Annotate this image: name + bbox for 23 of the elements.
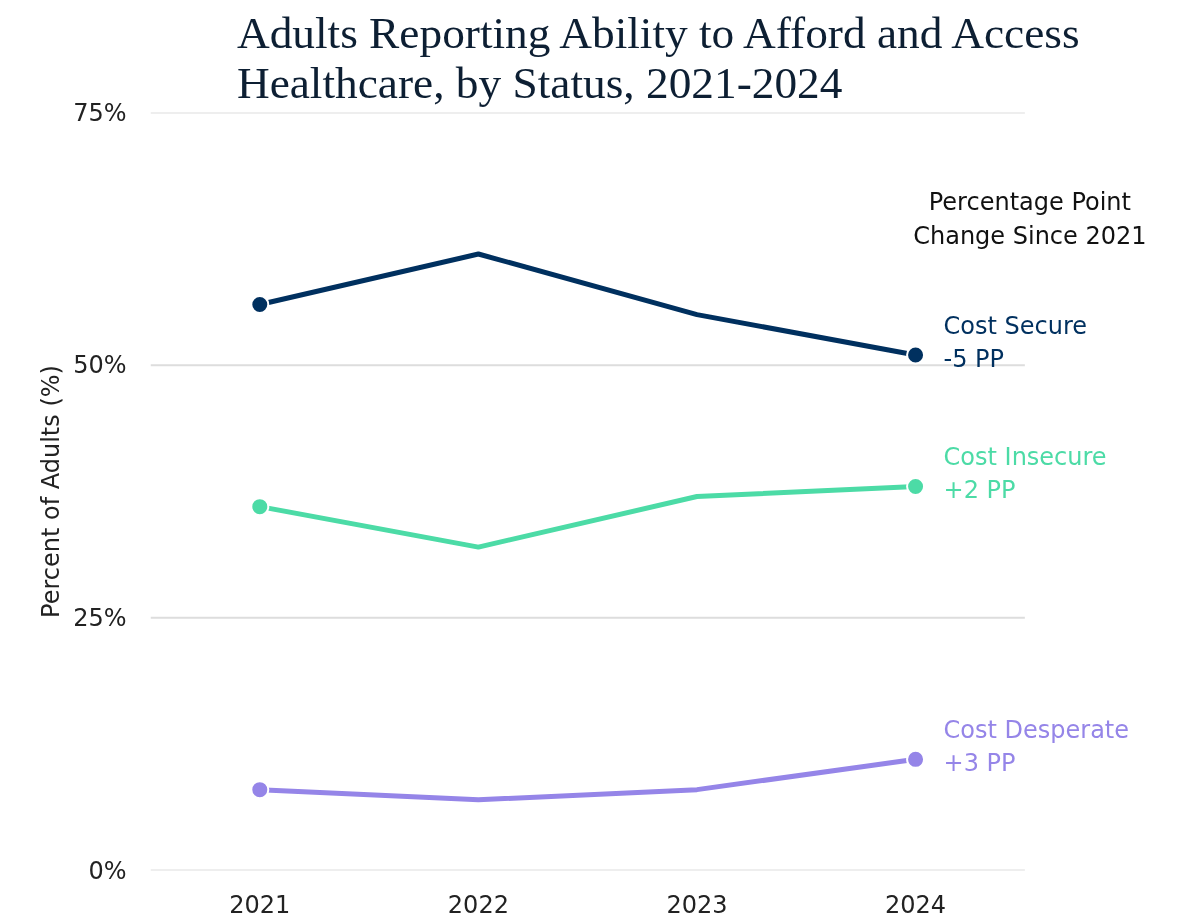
point [906, 345, 926, 365]
y-tick-label: 25% [73, 603, 127, 632]
y-tick-label: 75% [73, 98, 127, 127]
y-tick-label: 50% [73, 351, 127, 380]
x-tick-label: 2022 [447, 890, 509, 919]
x-tick-label: 2021 [229, 890, 291, 919]
point [906, 476, 926, 496]
y-axis-title: Percent of Adults (%) [37, 365, 66, 618]
x-tick-label: 2023 [666, 890, 728, 919]
chart-title: Adults Reporting Ability to Afford and Access Healthcare, by Status, 2021-2024 [236, 7, 1080, 108]
series-label: Cost Secure [943, 311, 1088, 340]
legend-title: Percentage Point Change Since 2021 [913, 188, 1147, 250]
point [250, 497, 270, 517]
series-label: Cost Insecure [943, 443, 1107, 472]
annotation: -5 PP [943, 344, 1005, 373]
y-tick-label: 0% [88, 856, 127, 885]
x-tick-label: 2024 [885, 890, 947, 919]
annotation: +2 PP [943, 476, 1016, 505]
annotation: +3 PP [943, 749, 1016, 778]
point [250, 295, 270, 315]
series-label: Cost Desperate [943, 716, 1130, 745]
point [250, 780, 270, 800]
point [906, 749, 926, 769]
